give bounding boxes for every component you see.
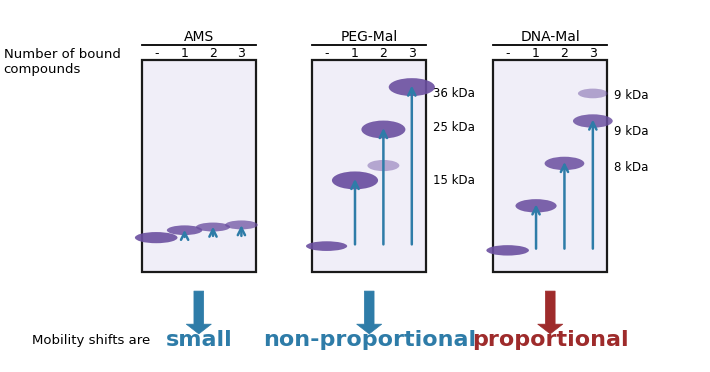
Text: 3: 3 (237, 47, 246, 60)
Ellipse shape (306, 241, 347, 251)
Bar (142, 60, 256, 272)
Text: small: small (165, 330, 232, 350)
Bar (493, 60, 607, 272)
Text: proportional: proportional (472, 330, 628, 350)
Text: Number of bound
compounds: Number of bound compounds (4, 48, 121, 76)
Text: -: - (154, 47, 158, 60)
Text: 9 kDa: 9 kDa (614, 89, 649, 102)
Text: -: - (324, 47, 329, 60)
Text: PEG-Mal: PEG-Mal (341, 29, 398, 44)
Ellipse shape (515, 199, 557, 212)
Text: Mobility shifts are: Mobility shifts are (32, 334, 151, 347)
Text: non-proportional: non-proportional (263, 330, 476, 350)
Ellipse shape (135, 232, 178, 243)
Text: 36 kDa: 36 kDa (433, 87, 475, 100)
Text: 3: 3 (589, 47, 597, 60)
Bar (312, 60, 426, 272)
Ellipse shape (196, 222, 230, 231)
Text: 1: 1 (351, 47, 359, 60)
Text: 3: 3 (408, 47, 416, 60)
Ellipse shape (361, 121, 405, 138)
Text: 25 kDa: 25 kDa (433, 121, 475, 134)
Text: DNA-Mal: DNA-Mal (520, 29, 580, 44)
Ellipse shape (486, 245, 529, 256)
Text: -: - (506, 47, 510, 60)
Text: 2: 2 (209, 47, 217, 60)
Ellipse shape (167, 225, 202, 235)
Ellipse shape (573, 114, 613, 128)
Ellipse shape (332, 171, 378, 189)
Text: 2: 2 (379, 47, 388, 60)
Text: 1: 1 (532, 47, 540, 60)
Text: 8 kDa: 8 kDa (614, 161, 648, 174)
Ellipse shape (389, 78, 435, 96)
Ellipse shape (368, 160, 400, 171)
Text: 1: 1 (180, 47, 189, 60)
Ellipse shape (545, 157, 584, 170)
Ellipse shape (578, 89, 608, 98)
Text: 15 kDa: 15 kDa (433, 174, 475, 187)
Text: 2: 2 (560, 47, 569, 60)
Text: AMS: AMS (184, 29, 214, 44)
Ellipse shape (225, 221, 258, 230)
Text: 9 kDa: 9 kDa (614, 125, 649, 138)
